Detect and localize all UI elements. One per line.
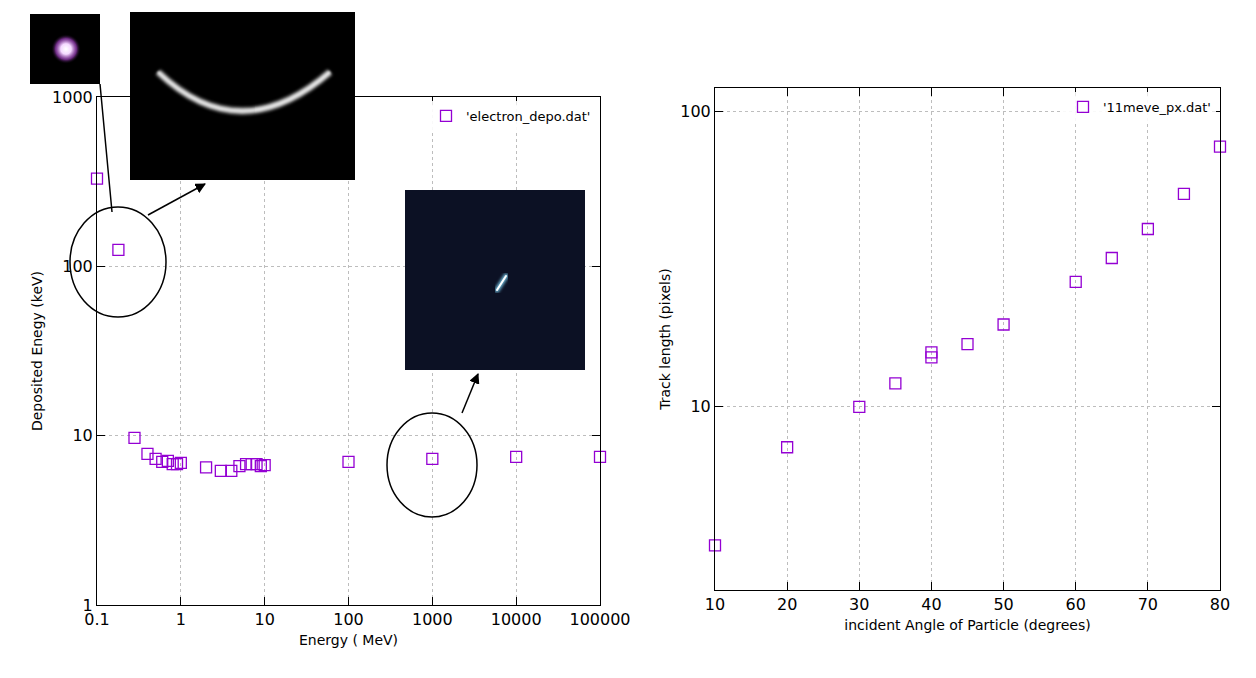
svg-text:30: 30 — [849, 595, 869, 614]
svg-text:Deposited Enegy (keV): Deposited Enegy (keV) — [29, 271, 45, 431]
svg-text:100: 100 — [680, 102, 711, 121]
svg-text:10: 10 — [690, 397, 710, 416]
svg-text:1000: 1000 — [52, 88, 93, 107]
svg-text:1: 1 — [83, 596, 93, 615]
svg-text:20: 20 — [777, 595, 797, 614]
svg-text:100: 100 — [62, 257, 93, 276]
svg-text:70: 70 — [1138, 595, 1158, 614]
svg-text:10: 10 — [705, 595, 725, 614]
svg-text:40: 40 — [921, 595, 941, 614]
svg-text:100: 100 — [333, 610, 364, 629]
svg-text:60: 60 — [1066, 595, 1086, 614]
svg-text:Energy ( MeV): Energy ( MeV) — [299, 632, 398, 648]
svg-text:10: 10 — [72, 426, 92, 445]
svg-text:50: 50 — [993, 595, 1013, 614]
svg-text:1: 1 — [176, 610, 186, 629]
svg-text:'11meve_px.dat': '11meve_px.dat' — [1103, 100, 1211, 115]
svg-text:80: 80 — [1210, 595, 1230, 614]
svg-text:1000: 1000 — [412, 610, 453, 629]
svg-text:incident Angle of Particle (de: incident Angle of Particle (degrees) — [844, 617, 1090, 633]
svg-text:'electron_depo.dat': 'electron_depo.dat' — [466, 109, 590, 124]
svg-text:10: 10 — [254, 610, 274, 629]
svg-text:10000: 10000 — [491, 610, 542, 629]
svg-text:Track length (pixels): Track length (pixels) — [657, 268, 673, 411]
svg-text:0.1: 0.1 — [84, 610, 109, 629]
svg-text:100000: 100000 — [569, 610, 630, 629]
